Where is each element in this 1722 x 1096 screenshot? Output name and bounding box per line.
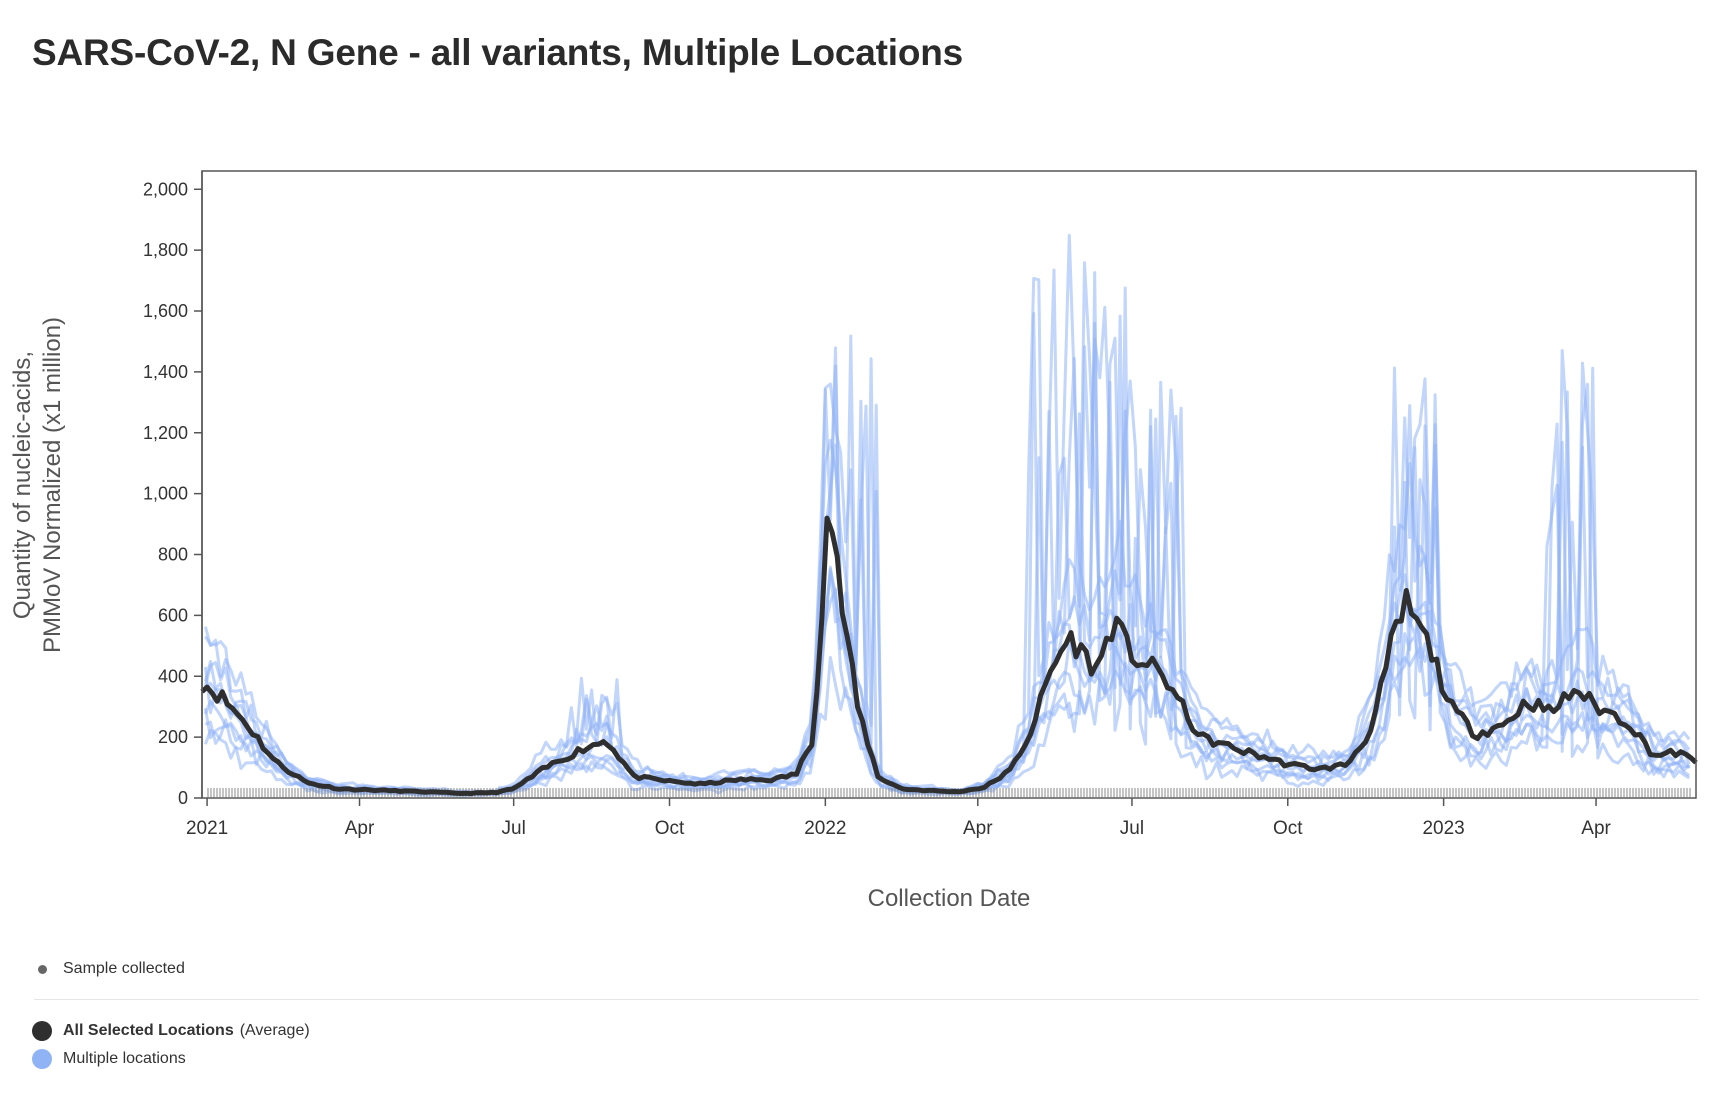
location-series-line — [204, 567, 1691, 797]
x-tick-label: Apr — [963, 818, 993, 839]
x-tick-label: 2023 — [1422, 818, 1464, 839]
y-tick-label: 600 — [158, 605, 188, 625]
legend-divider — [34, 999, 1699, 1000]
average-series-layer — [200, 515, 1698, 797]
y-tick-label: 2,000 — [143, 179, 188, 199]
average-series-line — [200, 515, 1698, 797]
x-tick-label: 2022 — [804, 818, 846, 839]
y-tick-label: 800 — [158, 545, 188, 565]
legend-locations-label: Multiple locations — [63, 1050, 186, 1067]
location-series-line — [204, 261, 1691, 794]
legend-sample: Sample collected — [34, 960, 185, 978]
location-series-line — [203, 570, 1691, 797]
y-tick-label: 200 — [158, 727, 188, 747]
x-tick-label: Oct — [1273, 818, 1303, 839]
locations-dot-icon — [32, 1049, 52, 1069]
x-axis: 2021 Apr Jul Oct 2022 Apr Jul Oct 2023 Apr — [186, 798, 1612, 839]
y-axis-label-line2: PMMoV Normalized (x1 million) — [39, 317, 66, 653]
location-series-layer — [203, 233, 1691, 798]
x-tick-label: Apr — [345, 818, 375, 839]
x-tick-label: Oct — [655, 818, 685, 839]
y-axis: 0 200 400 600 800 1,000 1,200 1,400 1,600 1,800 2,… — [143, 171, 203, 808]
page-title: SARS-CoV-2, N Gene - all variants, Multi… — [32, 32, 964, 73]
x-axis-label: Collection Date — [868, 885, 1031, 912]
legend-average[interactable]: All Selected Locations (Average) — [32, 1021, 310, 1041]
y-tick-label: 1,600 — [143, 301, 188, 321]
legend-locations[interactable]: Multiple locations — [32, 1049, 186, 1069]
x-tick-label: Jul — [1120, 818, 1144, 839]
x-tick-label: Apr — [1581, 818, 1611, 839]
y-axis-label-line1: Quantity of nucleic-acids, — [9, 351, 36, 619]
x-tick-label: Jul — [502, 818, 526, 839]
sample-dot-icon — [38, 964, 47, 974]
x-tick-label: 2021 — [186, 818, 228, 839]
y-tick-label: 1,400 — [143, 362, 188, 382]
y-tick-label: 0 — [178, 788, 188, 808]
y-tick-label: 1,200 — [143, 423, 188, 443]
legend-average-label: All Selected Locations — [63, 1022, 234, 1039]
legend-average-suffix: (Average) — [239, 1022, 310, 1039]
y-tick-label: 400 — [158, 666, 188, 686]
average-dot-icon — [32, 1021, 52, 1041]
location-series-line — [203, 565, 1690, 796]
y-tick-label: 1,000 — [143, 484, 188, 504]
legend-sample-label: Sample collected — [63, 960, 185, 977]
y-tick-label: 1,800 — [143, 240, 188, 260]
